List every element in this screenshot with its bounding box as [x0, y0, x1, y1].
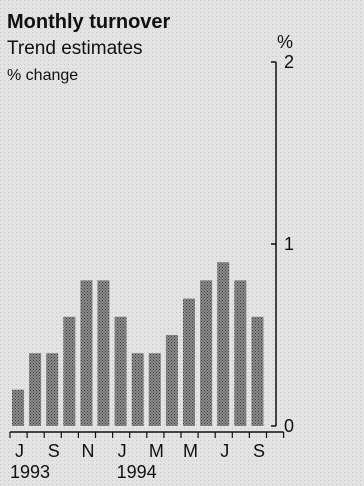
chart-subtitle: Trend estimates	[7, 38, 143, 59]
x-tick-label: S	[253, 441, 265, 461]
bar	[63, 316, 76, 426]
bar	[183, 298, 195, 426]
bar	[234, 280, 247, 426]
y-tick-label: 1	[284, 234, 294, 254]
x-tick-label: J	[220, 441, 229, 461]
y-axis-label: % change	[7, 67, 78, 84]
bar	[131, 353, 144, 426]
y-tick-label: 2	[284, 52, 294, 72]
bar	[97, 280, 110, 426]
bar	[114, 316, 127, 426]
bar	[251, 316, 264, 426]
x-tick-label: J	[118, 441, 127, 461]
bar	[165, 335, 178, 426]
x-tick-label: S	[48, 441, 60, 461]
bar	[200, 280, 213, 426]
bar	[29, 353, 42, 426]
x-tick-label: N	[81, 441, 94, 461]
year-label: 1994	[117, 462, 157, 482]
bar	[148, 353, 161, 426]
y-axis-unit: %	[277, 32, 293, 52]
year-label: 1993	[10, 462, 50, 482]
x-tick-label: J	[15, 441, 24, 461]
x-tick-label: M	[183, 441, 198, 461]
x-tick-label: M	[149, 441, 164, 461]
bar	[217, 262, 230, 426]
bar	[46, 353, 59, 426]
bar	[80, 280, 93, 426]
chart-title: Monthly turnover	[7, 11, 171, 33]
bar	[12, 389, 24, 426]
y-tick-label: 0	[284, 416, 294, 436]
